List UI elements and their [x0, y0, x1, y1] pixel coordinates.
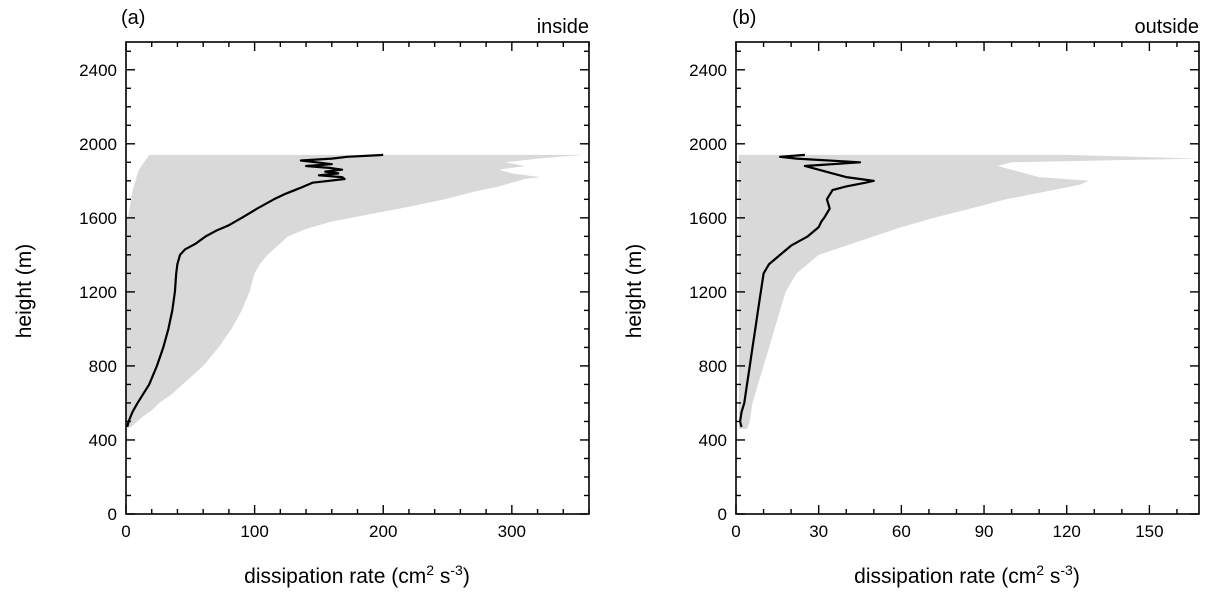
x-tick-label: 0	[121, 522, 130, 541]
x-tick-label: 60	[892, 522, 911, 541]
x-tick-label: 120	[1053, 522, 1081, 541]
panel-title: inside	[537, 16, 589, 38]
mean-profile-line	[739, 153, 875, 428]
range-band	[126, 154, 583, 427]
x-title-sup1: 2	[1036, 562, 1044, 578]
y-tick-label: 0	[108, 505, 117, 524]
x-tick-label: 200	[369, 522, 397, 541]
panel-label: (a)	[121, 7, 145, 29]
x-tick-label: 0	[731, 522, 740, 541]
ticks-layer	[735, 42, 1199, 515]
x-tick-label: 150	[1135, 522, 1163, 541]
range-band	[738, 154, 1199, 429]
x-tick-label: 30	[809, 522, 828, 541]
panel-outside: 0 30 60 90 120 150 0 400 800 1200 1600 2000 2400 (b)…	[623, 7, 1200, 588]
y-tick-label: 400	[699, 431, 727, 450]
panel-label: (b)	[732, 7, 756, 29]
x-title-mid: s	[1044, 565, 1060, 588]
y-tick-label: 1600	[689, 209, 727, 228]
y-tick-label: 800	[699, 357, 727, 376]
x-tick-label: 100	[240, 522, 268, 541]
x-title-base: dissipation rate (cm	[854, 565, 1036, 588]
mean-line-layer	[739, 153, 875, 428]
x-title-sup2: -3	[1060, 562, 1073, 578]
plot-frame	[735, 41, 1200, 515]
x-axis-title: dissipation rate (cm2 s-3)	[854, 562, 1080, 588]
y-tick-label: 2400	[689, 61, 727, 80]
panel-inside: 0 100 200 300 0 400 800 1200 1600 2000 2400 (a) in…	[13, 7, 590, 588]
y-tick-label: 2000	[689, 135, 727, 154]
y-tick-label: 800	[89, 357, 117, 376]
x-title-end: )	[1073, 565, 1080, 588]
y-tick-label: 1200	[689, 283, 727, 302]
x-tick-label: 90	[975, 522, 994, 541]
x-axis-title: dissipation rate (cm2 s-3)	[244, 562, 470, 588]
range-band-layer	[126, 154, 583, 427]
y-tick-label: 2400	[79, 61, 117, 80]
x-title-sup2: -3	[450, 562, 463, 578]
y-tick-label: 1600	[79, 209, 117, 228]
mean-line-layer	[126, 153, 384, 428]
y-axis-title: height (m)	[623, 244, 646, 339]
x-title-mid: s	[434, 565, 450, 588]
tick-labels-layer: 0 100 200 300 0 400 800 1200 1600 2000 2400	[79, 61, 526, 541]
y-axis-title: height (m)	[13, 244, 36, 339]
mean-profile-line	[126, 153, 384, 428]
y-tick-label: 0	[718, 505, 727, 524]
x-title-base: dissipation rate (cm	[244, 565, 426, 588]
x-tick-label: 300	[498, 522, 526, 541]
range-band-layer	[738, 154, 1199, 429]
y-tick-label: 400	[89, 431, 117, 450]
panel-title: outside	[1135, 16, 1200, 38]
y-tick-label: 1200	[79, 283, 117, 302]
x-title-end: )	[463, 565, 470, 588]
y-tick-label: 2000	[79, 135, 117, 154]
x-title-sup1: 2	[426, 562, 434, 578]
plot-frame	[125, 41, 590, 515]
tick-labels-layer: 0 30 60 90 120 150 0 400 800 1200 1600 2000 2400	[689, 61, 1163, 541]
